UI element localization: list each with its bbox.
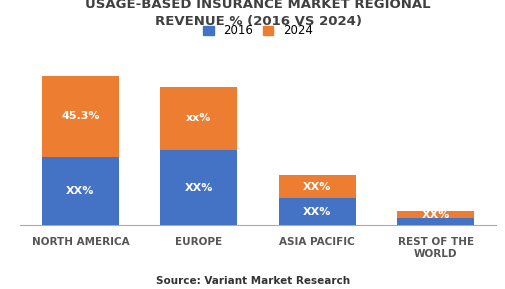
Bar — [42, 157, 119, 225]
Bar — [278, 199, 355, 225]
Text: Source: Variant Market Research: Source: Variant Market Research — [156, 276, 349, 286]
Text: XX%: XX% — [184, 183, 213, 193]
Legend: 2016, 2024: 2016, 2024 — [203, 24, 312, 37]
Text: XX%: XX% — [421, 210, 449, 220]
Text: XX%: XX% — [302, 207, 331, 217]
Bar — [42, 76, 119, 157]
Text: 45.3%: 45.3% — [61, 111, 99, 121]
Bar — [160, 87, 237, 150]
Title: USAGE-BASED INSURANCE MARKET REGIONAL
REVENUE % (2016 VS 2024): USAGE-BASED INSURANCE MARKET REGIONAL RE… — [85, 0, 430, 28]
Bar — [396, 211, 473, 218]
Text: XX%: XX% — [302, 182, 331, 192]
Bar — [396, 218, 473, 225]
Bar — [278, 175, 355, 199]
Text: XX%: XX% — [66, 186, 94, 196]
Bar — [160, 150, 237, 225]
Text: xx%: xx% — [186, 113, 211, 123]
